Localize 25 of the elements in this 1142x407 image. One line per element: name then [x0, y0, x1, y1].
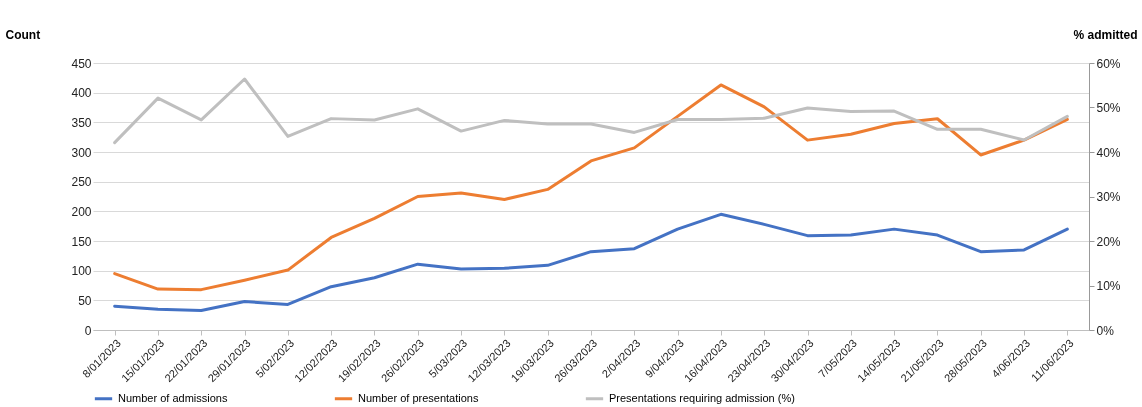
legend-label: Number of admissions: [118, 391, 228, 404]
y-tick-label: 150: [71, 234, 92, 249]
y-tick-label: 400: [71, 86, 92, 101]
y-tick-label: 100: [71, 264, 92, 279]
y2-axis-title: % admitted: [1073, 27, 1138, 42]
y2-tick-label: 20%: [1096, 234, 1121, 249]
y-tick-label: 50: [78, 293, 92, 308]
y-tick-label: 250: [71, 175, 92, 190]
y-tick-label: 450: [71, 56, 92, 71]
y-axis-title: Count: [5, 27, 41, 42]
y-tick-label: 350: [71, 115, 92, 130]
y-tick-label: 300: [71, 145, 92, 160]
y-tick-label: 200: [71, 204, 92, 219]
y2-tick-label: 50%: [1096, 101, 1121, 115]
line-series: [113, 212, 1069, 312]
y-tick-label: 0: [84, 323, 92, 338]
y2-tick-label: 10%: [1096, 279, 1121, 293]
line-series: [113, 77, 1069, 145]
y2-tick-label: 30%: [1096, 190, 1121, 204]
y2-tick-label: 0%: [1096, 323, 1115, 338]
y2-tick-label: 40%: [1096, 145, 1121, 160]
legend-label: Number of presentations: [358, 391, 479, 404]
line-series: [113, 83, 1069, 292]
legend-label: Presentations requiring admission (%): [609, 391, 795, 404]
y2-tick-label: 60%: [1096, 56, 1121, 71]
